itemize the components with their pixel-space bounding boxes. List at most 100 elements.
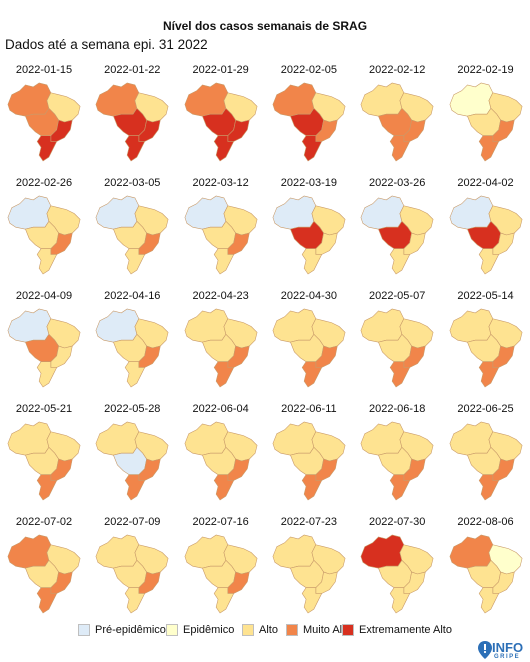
legend-swatch (286, 624, 298, 636)
region-south (36, 248, 58, 275)
map-panel: 2022-07-09 (88, 514, 176, 632)
panel-date: 2022-05-07 (369, 290, 426, 302)
region-north (7, 308, 52, 343)
legend-label: Alto (259, 624, 278, 636)
region-south (390, 587, 411, 614)
brazil-map (95, 534, 169, 614)
region-south (36, 135, 58, 162)
region-south (213, 474, 234, 501)
region-north (360, 421, 405, 456)
legend-swatch (166, 624, 178, 636)
region-south (125, 135, 146, 162)
panel-date: 2022-03-26 (369, 177, 426, 189)
pin-icon (478, 641, 492, 659)
map-panel: 2022-01-15 (0, 62, 88, 180)
map-panel: 2022-02-19 (442, 62, 530, 180)
brazil-map (360, 534, 434, 614)
panel-date: 2022-02-19 (457, 64, 514, 76)
map-panel: 2022-07-16 (177, 514, 265, 632)
brazil-map (360, 195, 434, 275)
region-north (184, 421, 228, 456)
region-south (301, 587, 323, 614)
brazil-map (184, 82, 258, 162)
panel-date: 2022-08-06 (457, 516, 514, 528)
region-north (449, 82, 493, 117)
region-south (301, 135, 323, 162)
legend-swatch (78, 624, 90, 636)
panel-date: 2022-02-05 (280, 64, 338, 76)
map-panel: 2022-05-07 (353, 288, 441, 406)
brazil-map (272, 82, 346, 162)
infogripe-logo: INFO GRIPE (478, 640, 528, 662)
region-south (125, 474, 146, 501)
region-north (360, 195, 405, 230)
map-panel: 2022-04-30 (265, 288, 353, 406)
legend-item: Muito Alto (286, 624, 351, 636)
legend-item: Epidêmico (166, 624, 234, 636)
brazil-map (360, 82, 434, 162)
region-north (184, 195, 228, 230)
region-north (95, 82, 140, 117)
region-north (272, 421, 317, 456)
brazil-map (95, 421, 169, 501)
chart-subtitle: Dados até a semana epi. 31 2022 (5, 37, 208, 52)
logo-text: INFO (492, 640, 524, 655)
panel-date: 2022-03-12 (192, 177, 249, 189)
brazil-map (184, 308, 258, 388)
panel-date: 2022-04-02 (457, 177, 514, 189)
brazil-map (360, 421, 434, 501)
brazil-map (184, 534, 258, 614)
brazil-map (7, 195, 81, 275)
panel-date: 2022-05-28 (104, 403, 161, 415)
map-panel: 2022-05-14 (442, 288, 530, 406)
legend-label: Muito Alto (303, 624, 352, 636)
legend: Pré-epidêmico Epidêmico Alto Muito Alto Extr… (0, 624, 530, 644)
brazil-map (95, 195, 169, 275)
legend-swatch (342, 624, 354, 636)
region-north (95, 308, 140, 343)
brazil-map (272, 421, 346, 501)
region-north (449, 421, 493, 456)
region-south (36, 474, 58, 501)
region-north (95, 421, 140, 456)
region-south (301, 361, 323, 388)
region-south (301, 474, 323, 501)
region-north (449, 195, 493, 230)
brazil-map (449, 82, 522, 162)
region-north (95, 195, 140, 230)
panel-date: 2022-05-21 (15, 403, 73, 415)
region-south (301, 248, 323, 275)
region-north (360, 534, 405, 569)
region-south (478, 474, 499, 501)
panel-date: 2022-07-30 (369, 516, 426, 528)
region-south (390, 361, 411, 388)
region-south (213, 135, 234, 162)
map-panel: 2022-03-12 (177, 175, 265, 293)
legend-swatch (242, 624, 254, 636)
panel-date: 2022-04-09 (15, 290, 73, 302)
legend-label: Pré-epidêmico (95, 624, 166, 636)
map-panel: 2022-04-09 (0, 288, 88, 406)
region-north (95, 534, 140, 569)
region-south (213, 248, 234, 275)
logo-subtext: GRIPE (494, 654, 521, 660)
map-panel: 2022-07-23 (265, 514, 353, 632)
map-panel: 2022-07-30 (353, 514, 441, 632)
brazil-map (95, 308, 169, 388)
map-panel: 2022-05-21 (0, 401, 88, 519)
brazil-map (449, 308, 522, 388)
region-south (36, 361, 58, 388)
map-panel: 2022-05-28 (88, 401, 176, 519)
panel-date: 2022-02-12 (369, 64, 426, 76)
region-north (272, 82, 317, 117)
legend-item: Pré-epidêmico (78, 624, 166, 636)
region-south (125, 361, 146, 388)
region-north (272, 534, 317, 569)
map-panel: 2022-06-18 (353, 401, 441, 519)
region-north (184, 534, 228, 569)
legend-item: Extremamente Alto (342, 624, 452, 636)
region-north (449, 534, 493, 569)
panel-date: 2022-06-18 (369, 403, 426, 415)
panel-date: 2022-07-02 (15, 516, 73, 528)
map-panel: 2022-06-11 (265, 401, 353, 519)
